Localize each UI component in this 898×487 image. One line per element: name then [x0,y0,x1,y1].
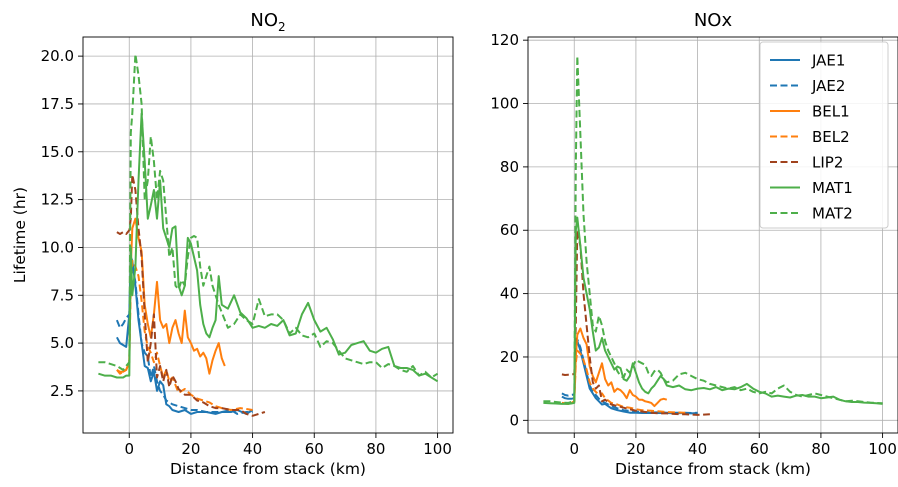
nox-series-bel1 [561,327,668,408]
no2-series-bel1 [116,217,226,375]
nox-x-axis-label: Distance from stack (km) [615,460,811,478]
nox-y-tick-label: 100 [490,95,519,113]
no2-x-tick-label: 0 [124,440,134,458]
no2-y-tick-label: 12.5 [41,191,74,209]
no2-y-tick-label: 17.5 [41,95,74,113]
nox-y-tick-label: 0 [509,411,519,429]
nox-x-tick-label: 60 [750,440,769,458]
nox-series-mat1 [543,216,883,405]
no2-y-axis-label: Lifetime (hr) [11,187,29,283]
no2-x-tick-label: 80 [366,440,385,458]
nox-axes-frame [527,36,898,434]
no2-series [98,53,439,417]
nox-y-tick-label: 120 [490,31,519,49]
legend-label-bel2: BEL2 [812,128,850,146]
nox-title: NOx [694,10,733,31]
legend-label-mat1: MAT1 [812,179,853,197]
nox-y-tick-label: 60 [500,221,519,239]
nox-panel: 0 20 40 60 80 100 0 20 40 60 80 100 120 NOx Distance… [490,10,898,478]
nox-y-tick-label: 80 [500,158,519,176]
no2-y-tick-label: 2.5 [50,382,74,400]
no2-y-tick-label: 15.0 [41,143,74,161]
no2-x-tick-label: 100 [423,440,452,458]
no2-axes-frame [82,36,454,434]
nox-y-tick-label: 20 [500,348,519,366]
no2-x-tick-label: 20 [181,440,200,458]
no2-series-lip2 [116,173,266,417]
no2-y-tick-label: 5.0 [50,334,74,352]
no2-x-tick-label: 40 [243,440,262,458]
legend: JAE1 JAE2 BEL1 BEL2 LIP2 MAT1 MAT2 [759,41,889,229]
nox-series [543,55,883,416]
nox-x-tick-label: 80 [811,440,830,458]
no2-series-mat1 [98,112,439,383]
no2-panel: 0 20 40 60 80 100 2.5 5.0 7.5 10.0 12.5 15.0 17.5 20.… [11,10,454,478]
nox-ticks: 0 20 40 60 80 100 0 20 40 60 80 100 120 [490,31,897,458]
legend-box [759,41,889,229]
no2-ticks: 0 20 40 60 80 100 2.5 5.0 7.5 10.0 12.5 15.0 17.5 20.… [41,47,452,458]
nox-x-tick-label: 20 [626,440,645,458]
nox-series-mat2 [543,55,883,405]
legend-label-lip2: LIP2 [812,154,843,172]
nox-x-tick-label: 40 [688,440,707,458]
no2-title: NO2 [250,10,285,34]
no2-y-tick-label: 10.0 [41,238,74,256]
no2-x-tick-label: 60 [305,440,324,458]
no2-y-tick-label: 7.5 [50,286,74,304]
no2-x-axis-label: Distance from stack (km) [170,460,366,478]
legend-label-jae2: JAE2 [811,77,845,95]
nox-x-tick-label: 100 [868,440,897,458]
legend-label-bel1: BEL1 [812,103,850,121]
legend-label-jae1: JAE1 [811,52,845,70]
legend-label-mat2: MAT2 [812,205,853,223]
no2-y-tick-label: 20.0 [41,47,74,65]
nox-y-tick-label: 40 [500,285,519,303]
nox-x-tick-label: 0 [569,440,579,458]
